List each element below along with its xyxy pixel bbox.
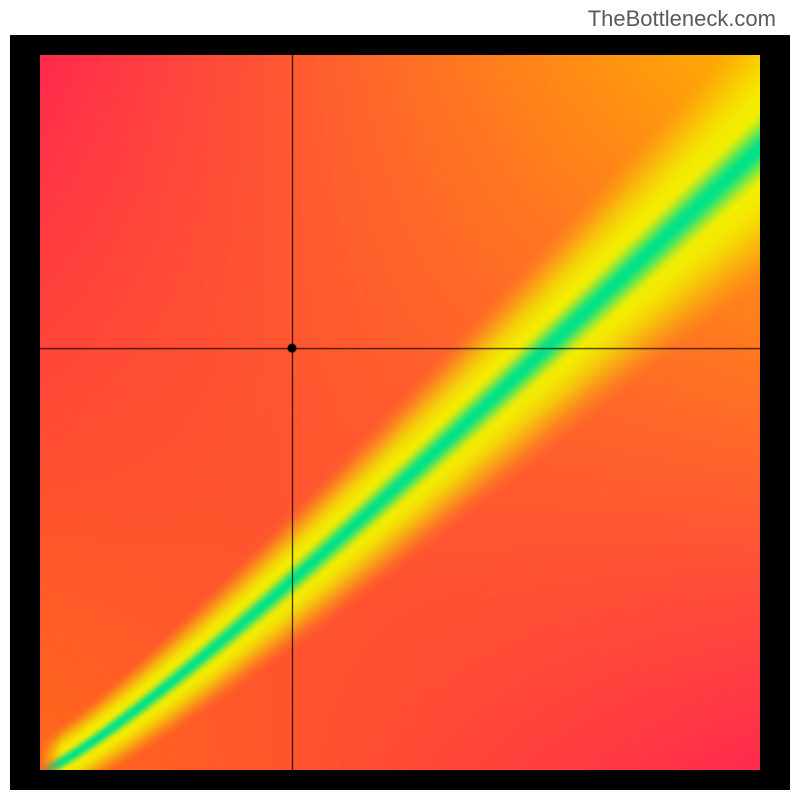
heatmap-canvas	[40, 55, 760, 770]
plot-frame	[10, 35, 790, 790]
chart-container: TheBottleneck.com	[0, 0, 800, 800]
watermark-text: TheBottleneck.com	[588, 6, 776, 32]
plot-area	[40, 55, 760, 770]
